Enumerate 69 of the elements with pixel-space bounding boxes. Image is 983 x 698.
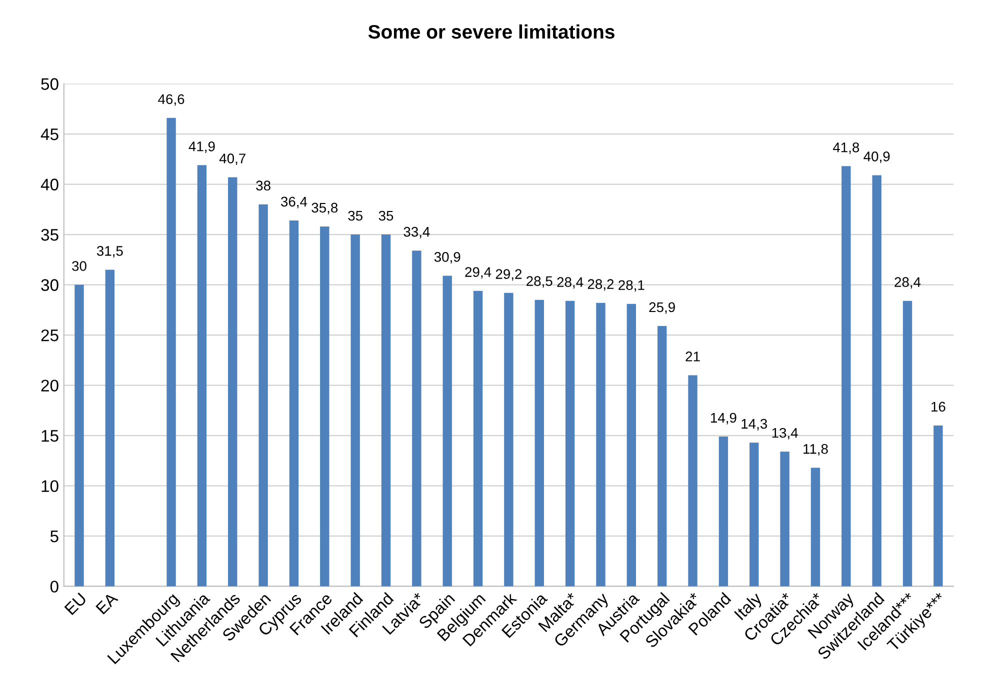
- bar: [842, 166, 851, 586]
- y-tick-label: 20: [41, 380, 58, 392]
- bar: [780, 452, 790, 586]
- y-tick-label: 0: [50, 580, 58, 593]
- data-label: 33,4: [404, 226, 430, 238]
- bar: [350, 234, 360, 586]
- bar: [902, 300, 912, 586]
- data-label: 38: [256, 180, 270, 191]
- y-tick-label: 10: [42, 480, 58, 492]
- data-label: 14,9: [710, 412, 736, 424]
- bar: [412, 250, 422, 586]
- data-label: 28,4: [557, 277, 584, 289]
- data-label: 29,2: [496, 269, 522, 281]
- data-label: 35: [348, 210, 362, 221]
- data-label: 35: [378, 210, 394, 221]
- bar: [596, 302, 606, 586]
- data-label: 35,8: [312, 202, 338, 214]
- data-label: 40,7: [219, 154, 246, 166]
- data-label: 40,9: [864, 152, 890, 164]
- bar: [74, 284, 84, 586]
- data-label: 41,8: [832, 142, 860, 154]
- bar: [626, 304, 636, 586]
- data-label: 11,8: [804, 444, 828, 456]
- y-tick-label: 15: [42, 430, 58, 442]
- bar: [534, 300, 544, 586]
- data-label: 28,1: [618, 280, 644, 292]
- data-label: 28,5: [526, 276, 552, 288]
- bar: [442, 276, 452, 586]
- bar: [197, 165, 207, 586]
- data-label: 14,3: [742, 418, 768, 430]
- bar: [750, 442, 759, 586]
- data-label: 30,9: [434, 252, 460, 264]
- y-tick-label: 45: [40, 128, 58, 140]
- bar: [872, 175, 882, 586]
- bar: [688, 375, 698, 586]
- data-label: 28,2: [588, 279, 614, 291]
- bar: [166, 118, 176, 586]
- bar: [320, 226, 330, 586]
- data-label: 30: [72, 261, 86, 271]
- data-label: 28,4: [894, 277, 921, 289]
- y-tick-label: 30: [41, 279, 58, 291]
- bar: [657, 326, 667, 586]
- bar: [381, 234, 391, 586]
- data-label: 25,9: [649, 302, 675, 314]
- data-label: 29,4: [465, 267, 492, 279]
- data-label: 41,9: [188, 141, 215, 153]
- y-tick-label: 50: [41, 78, 58, 90]
- bar: [473, 290, 483, 586]
- data-label: 31,5: [96, 246, 123, 258]
- bar: [289, 220, 299, 586]
- y-tick-label: 40: [40, 178, 58, 190]
- bar: [228, 177, 238, 586]
- y-tick-label: 25: [41, 329, 58, 342]
- y-tick-label: 5: [50, 530, 58, 542]
- data-label: 21: [686, 352, 700, 362]
- chart-title: Some or severe limitations: [368, 24, 614, 39]
- bar: [565, 300, 575, 586]
- bar: [810, 468, 820, 586]
- bar: [504, 292, 514, 586]
- bar: [105, 270, 115, 586]
- y-tick-label: 35: [41, 228, 58, 241]
- data-label: 46,6: [158, 94, 184, 106]
- data-label: 13,4: [772, 428, 798, 440]
- data-label: 16: [932, 402, 946, 412]
- bar: [934, 426, 943, 586]
- bar: [718, 436, 728, 586]
- data-label: 36,4: [280, 196, 308, 208]
- x-tick-label: EU: [64, 592, 87, 616]
- bar: [258, 204, 268, 586]
